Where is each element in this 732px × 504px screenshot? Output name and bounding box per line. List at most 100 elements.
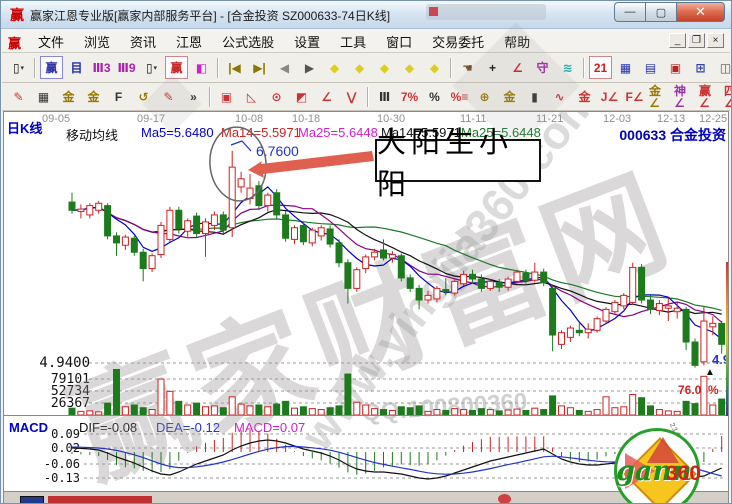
grid-tool-icon[interactable]: ▦ — [32, 85, 55, 108]
export-icon: ⊞ — [695, 60, 706, 75]
gann-grid-gold2-icon[interactable]: 金 — [82, 85, 105, 108]
macd-axis-label-2: 0.02 — [51, 441, 80, 455]
angle-measure-icon[interactable]: ∠ — [506, 56, 529, 79]
candle-pen-icon: ▮ — [531, 89, 538, 104]
next-bar-icon[interactable]: ▶ — [298, 56, 321, 79]
f-angle-icon[interactable]: F∠ — [623, 85, 646, 108]
menu-item-工具[interactable]: 工具 — [340, 34, 367, 50]
shen-angle-icon[interactable]: 神∠ — [673, 85, 696, 109]
menu-item-帮助[interactable]: 帮助 — [504, 34, 531, 50]
date-tick: 12-25 — [699, 113, 728, 125]
box-tool-icon[interactable]: ▣ — [215, 85, 238, 108]
more-tools-icon[interactable]: » — [182, 85, 205, 108]
brain-tool-icon: ≋ — [562, 60, 573, 75]
gann-lines-icon[interactable]: 金 — [498, 85, 521, 108]
v-lines-icon[interactable]: ⋁ — [340, 85, 363, 108]
winner-home-icon: 赢 — [45, 60, 58, 75]
circle-fan-icon[interactable]: ⊙ — [265, 85, 288, 108]
seven-percent-icon[interactable]: 7% — [398, 85, 421, 108]
square-fan-icon[interactable]: ◩ — [290, 85, 313, 108]
winner-red-icon[interactable]: 赢 — [165, 56, 188, 79]
pen-grid-icon[interactable]: ✎ — [157, 85, 180, 108]
chart-3min-icon[interactable]: Ⅲ3 — [90, 56, 113, 79]
gann-circle-icon[interactable]: ⊕ — [473, 85, 496, 108]
chart-3min-icon: Ⅲ3 — [92, 60, 111, 75]
gann-grid-gold-icon[interactable]: 金 — [57, 85, 80, 108]
menu-item-设置[interactable]: 设置 — [294, 34, 321, 50]
menu-item-窗口[interactable]: 窗口 — [386, 34, 413, 50]
date-tick: 10-30 — [377, 113, 406, 125]
percent-lines-icon[interactable]: %≡ — [448, 85, 471, 108]
prev-bar-icon[interactable]: ◀ — [273, 56, 296, 79]
logo-360-text: 360 — [666, 462, 702, 485]
color-bars-icon[interactable]: ◧ — [190, 56, 213, 79]
annotation-text-box[interactable]: 大阳生小阳 — [375, 125, 541, 201]
close-button[interactable]: ✕ — [676, 2, 725, 22]
hand-tool-icon[interactable]: ☚ — [456, 56, 479, 79]
wave-tool-icon[interactable]: ∿ — [548, 85, 571, 108]
crosshair-icon[interactable]: + — [481, 56, 504, 79]
maximize-button[interactable]: ▢ — [645, 2, 676, 22]
menu-item-资讯[interactable]: 资讯 — [130, 34, 157, 50]
chart-9min-icon: Ⅲ9 — [117, 60, 136, 75]
square-fan-icon: ◩ — [295, 89, 308, 104]
jump-last-icon[interactable]: ▶| — [248, 56, 271, 79]
menu-item-文件[interactable]: 文件 — [38, 34, 65, 50]
save-icon[interactable]: ▣ — [664, 56, 687, 79]
candle-period-icon[interactable]: ▯ ▾ — [7, 56, 30, 79]
percent-bars-icon[interactable]: Ⅲ — [373, 85, 396, 108]
info-panel-icon[interactable]: 目 — [65, 56, 88, 79]
macd-indicator-label: MACD — [9, 420, 48, 435]
calculator-icon: ▦ — [619, 60, 632, 75]
gann-red-icon[interactable]: 金 — [573, 85, 596, 108]
diamond-left-icon[interactable]: ◆ — [323, 56, 346, 79]
angle-lines-icon[interactable]: ∠ — [315, 85, 338, 108]
diamond-right-icon[interactable]: ◆ — [348, 56, 371, 79]
volume-pane[interactable] — [4, 366, 729, 416]
calendar-icon[interactable]: 21 — [589, 56, 612, 79]
volume-axis-label-1: 79101 — [50, 372, 90, 387]
print-icon[interactable]: ◫ — [714, 56, 731, 79]
diamond-expand-icon[interactable]: ◆ — [373, 56, 396, 79]
angle-lines-icon: ∠ — [321, 89, 332, 104]
winner-home-icon[interactable]: 赢 — [40, 56, 63, 79]
menu-item-公式选股[interactable]: 公式选股 — [222, 34, 275, 50]
gann-grid-gold-icon: 金 — [62, 89, 75, 104]
gann-angle-icon[interactable]: 金∠ — [648, 85, 671, 109]
percent-icon[interactable]: % — [423, 85, 446, 108]
fan-lines-icon[interactable]: ◺ — [240, 85, 263, 108]
price-pane[interactable] — [4, 112, 729, 416]
menu-item-江恩[interactable]: 江恩 — [176, 34, 203, 50]
notes-icon[interactable]: ▤ — [639, 56, 662, 79]
chart-9min-icon[interactable]: Ⅲ9 — [115, 56, 138, 79]
draw-pen-icon[interactable]: ✎ — [7, 85, 30, 108]
status-red-badge[interactable] — [48, 496, 152, 503]
jump-first-icon[interactable]: |◀ — [223, 56, 246, 79]
spiral-icon[interactable]: ↺ — [132, 85, 155, 108]
diamond-vertical-icon[interactable]: ◆ — [423, 56, 446, 79]
ying-angle-icon[interactable]: 赢∠ — [698, 85, 721, 109]
ma-value-0: Ma5=5.6480 — [141, 125, 214, 140]
brain-tool-icon[interactable]: ≋ — [556, 56, 579, 79]
mdi-minimize-button[interactable]: _ — [669, 33, 686, 48]
si-angle-icon[interactable]: 四∠ — [723, 85, 731, 109]
status-blue-icon[interactable] — [20, 496, 44, 503]
minimize-button[interactable]: — — [614, 2, 645, 22]
export-icon[interactable]: ⊞ — [689, 56, 712, 79]
mdi-close-button[interactable]: × — [707, 33, 724, 48]
ma-value-3: Ma14=5.5971 — [381, 125, 461, 140]
jump-last-icon: ▶| — [253, 60, 266, 75]
calculator-icon[interactable]: ▦ — [614, 56, 637, 79]
chart-area[interactable]: 赢家财富网 www.yingjia360.com QQ:100800360 日K… — [3, 111, 729, 503]
diamond-all-icon[interactable]: ◆ — [398, 56, 421, 79]
j-angle-icon[interactable]: J∠ — [598, 85, 621, 108]
status-bar — [4, 491, 728, 503]
purple-gann-tool-icon[interactable]: 守 — [531, 56, 554, 79]
ma-value-4: Ma25=5.6448 — [461, 125, 541, 140]
f-grid-icon[interactable]: F — [107, 85, 130, 108]
candle-pen-icon[interactable]: ▮ — [523, 85, 546, 108]
menu-item-浏览[interactable]: 浏览 — [84, 34, 111, 50]
menu-item-交易委托[interactable]: 交易委托 — [432, 34, 485, 50]
mdi-restore-button[interactable]: ❐ — [688, 33, 705, 48]
candle-style-icon[interactable]: ▯ ▾ — [140, 56, 163, 79]
